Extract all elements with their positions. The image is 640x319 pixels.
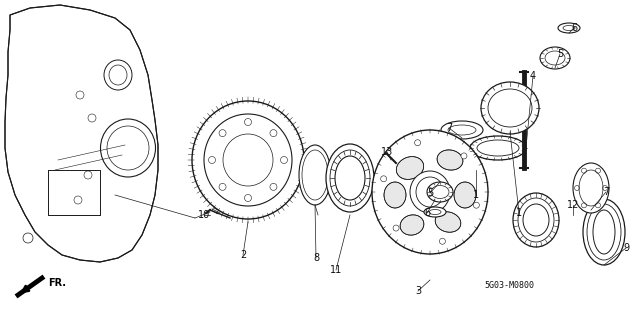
Ellipse shape [416, 177, 444, 207]
Ellipse shape [330, 150, 370, 206]
Ellipse shape [204, 114, 292, 206]
Ellipse shape [448, 125, 476, 135]
Circle shape [270, 183, 277, 190]
Ellipse shape [593, 210, 615, 254]
Text: 12: 12 [567, 200, 579, 210]
Ellipse shape [429, 210, 441, 214]
Ellipse shape [372, 130, 488, 254]
Ellipse shape [431, 186, 449, 198]
Circle shape [461, 153, 467, 159]
Text: 11: 11 [330, 265, 342, 275]
Text: 8: 8 [313, 253, 319, 263]
Text: 3: 3 [415, 286, 421, 296]
Circle shape [270, 130, 277, 137]
Circle shape [244, 118, 252, 125]
Text: FR.: FR. [48, 278, 66, 288]
Ellipse shape [396, 157, 424, 179]
Text: 6: 6 [571, 23, 577, 33]
Circle shape [280, 157, 287, 164]
Text: 10: 10 [198, 210, 210, 220]
Ellipse shape [573, 163, 609, 213]
Ellipse shape [563, 26, 575, 31]
Text: 2: 2 [240, 250, 246, 260]
Ellipse shape [299, 145, 331, 205]
Ellipse shape [523, 204, 549, 236]
Ellipse shape [400, 215, 424, 235]
Ellipse shape [579, 170, 603, 206]
Ellipse shape [435, 212, 461, 232]
Text: 5: 5 [427, 188, 433, 198]
Circle shape [393, 225, 399, 231]
Text: 1: 1 [473, 190, 479, 200]
Ellipse shape [192, 101, 304, 219]
Ellipse shape [437, 150, 463, 170]
Polygon shape [48, 170, 100, 215]
Ellipse shape [454, 182, 476, 208]
Circle shape [415, 140, 420, 146]
Ellipse shape [558, 23, 580, 33]
Ellipse shape [424, 207, 446, 217]
Ellipse shape [335, 156, 365, 200]
Ellipse shape [513, 193, 559, 247]
Text: 6: 6 [424, 208, 430, 218]
Circle shape [244, 195, 252, 202]
Ellipse shape [326, 144, 374, 212]
Ellipse shape [583, 199, 625, 265]
Text: 5G03-M0800: 5G03-M0800 [484, 281, 534, 291]
Ellipse shape [488, 89, 532, 127]
Ellipse shape [518, 198, 554, 242]
Text: 1: 1 [516, 208, 522, 218]
Circle shape [440, 238, 445, 244]
Text: 7: 7 [603, 187, 609, 197]
Ellipse shape [540, 47, 570, 69]
Circle shape [381, 176, 387, 182]
Circle shape [219, 130, 226, 137]
Ellipse shape [587, 204, 621, 260]
Ellipse shape [441, 121, 483, 139]
Ellipse shape [427, 182, 453, 202]
Text: 9: 9 [623, 243, 629, 253]
Ellipse shape [481, 82, 539, 134]
Circle shape [209, 157, 216, 164]
Ellipse shape [223, 134, 273, 186]
Text: 5: 5 [557, 49, 563, 59]
Ellipse shape [470, 136, 526, 160]
Circle shape [474, 202, 479, 208]
Circle shape [219, 183, 226, 190]
Text: 7: 7 [446, 123, 452, 133]
Ellipse shape [384, 182, 406, 208]
Ellipse shape [410, 171, 450, 213]
Text: 13: 13 [381, 147, 393, 157]
Polygon shape [5, 5, 158, 262]
Ellipse shape [302, 150, 328, 200]
Text: 4: 4 [530, 71, 536, 81]
Ellipse shape [545, 51, 565, 65]
Ellipse shape [477, 140, 519, 156]
